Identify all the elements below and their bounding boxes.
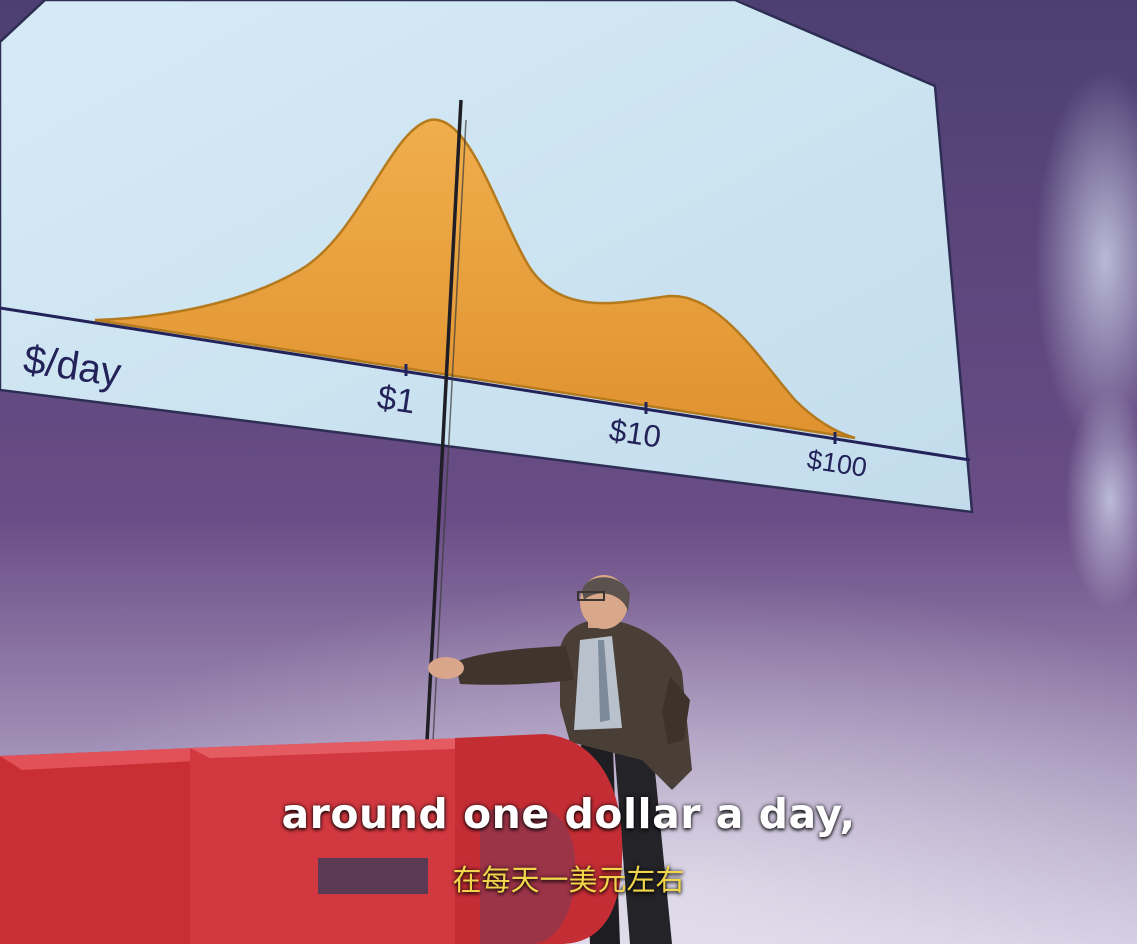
presenter (428, 575, 692, 944)
subtitle-chinese: 在每天一美元左右 (452, 863, 685, 897)
ted-letter-e-gap (318, 858, 428, 894)
side-light-glow-lower (1065, 390, 1137, 610)
tick-label-10: $10 (607, 412, 663, 454)
tick-label-1: $1 (375, 378, 418, 421)
income-distribution-hump (94, 118, 856, 440)
side-light-glow (1035, 70, 1137, 450)
ted-letters (0, 734, 623, 944)
income-axis-line (0, 306, 971, 462)
subtitle-english: around one dollar a day, (281, 790, 856, 838)
pointer-stick-shadow (431, 119, 467, 761)
pointer-stick (424, 99, 463, 761)
